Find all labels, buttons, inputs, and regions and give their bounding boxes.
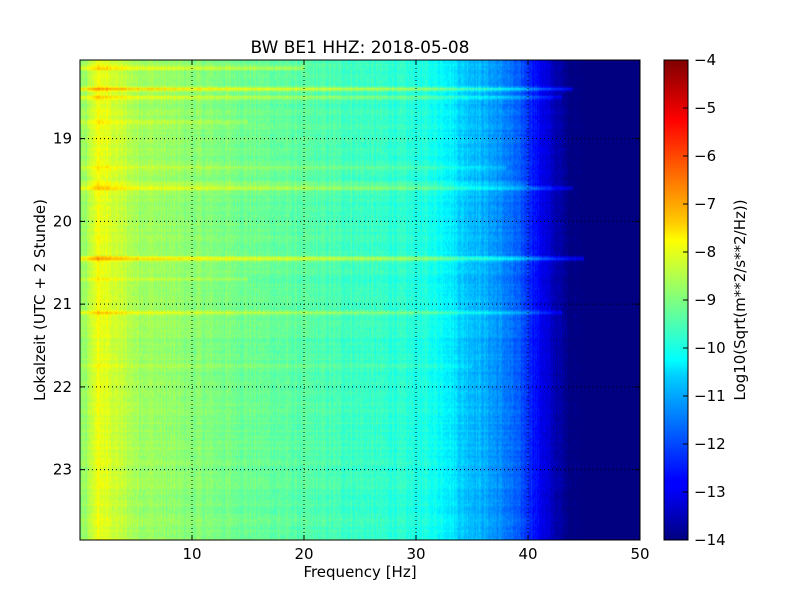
chart-title: BW BE1 HHZ: 2018-05-08 (250, 38, 469, 58)
x-tick-label: 20 (294, 545, 313, 563)
x-axis-label: Frequency [Hz] (303, 563, 416, 581)
x-tick-label: 50 (630, 545, 649, 563)
plot-frame (79, 59, 641, 541)
colorbar-tick-label: −13 (694, 483, 726, 501)
colorbar-tick-label: −10 (694, 339, 726, 357)
y-tick-label: 23 (53, 461, 72, 479)
x-tick-label: 40 (518, 545, 537, 563)
x-tick-label: 30 (406, 545, 425, 563)
colorbar-tick-label: −8 (694, 243, 716, 261)
y-tick-label: 22 (53, 378, 72, 396)
colorbar-tick-label: −11 (694, 387, 726, 405)
colorbar-tick-label: −7 (694, 195, 716, 213)
grid-lines (80, 60, 640, 540)
y-tick-label: 20 (53, 212, 72, 230)
x-axis-ticks: 10 20 30 40 50 (182, 60, 650, 563)
colorbar-tick-label: −14 (694, 531, 726, 549)
spectrogram-image (80, 60, 640, 540)
y-tick-label: 19 (53, 130, 72, 148)
colorbar-tick-label: −5 (694, 99, 716, 117)
colorbar-tick-label: −4 (694, 51, 716, 69)
spectrogram-heatmap (80, 60, 640, 540)
x-tick-label: 10 (182, 545, 201, 563)
colorbar-tick-label: −9 (694, 291, 716, 309)
y-tick-label: 21 (53, 295, 72, 313)
colorbar-tick-label: −6 (694, 147, 716, 165)
colorbar-label: Log10(Sqrt(m**2/s**2/Hz)) (731, 199, 749, 400)
colorbar-ticks: −4 −5 −6 −7 −8 −9 −10 −11 −12 −13 −14 (683, 51, 726, 549)
colorbar-tick-label: −12 (694, 435, 726, 453)
y-axis-ticks: 19 20 21 22 23 (53, 130, 640, 479)
y-axis-label: Lokalzeit (UTC + 2 Stunde) (31, 199, 49, 401)
